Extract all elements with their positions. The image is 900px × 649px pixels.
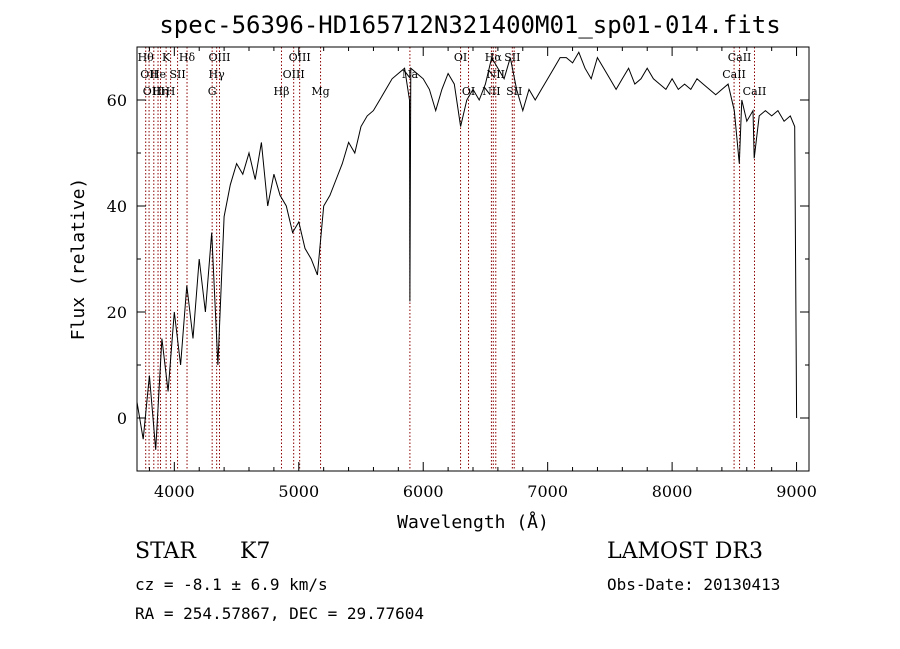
spectral-line-label: Hβ [274, 85, 290, 98]
x-tick-label: 4000 [154, 482, 195, 501]
x-tick-label: 8000 [652, 482, 693, 501]
spectral-line-label: Mg [311, 85, 329, 98]
spectral-line-label: OI [462, 85, 475, 98]
chart-title: spec-56396-HD165712N321400M01_sp01-014.f… [159, 11, 780, 39]
y-axis-label: Flux (relative) [68, 178, 89, 341]
x-tick-label: 5000 [278, 482, 319, 501]
spectral-line-label: Hγ [209, 68, 226, 81]
spectral-line-label: OII [140, 68, 158, 81]
x-tick-label: 9000 [776, 482, 817, 501]
spectral-line-label: OI [454, 51, 467, 64]
obs-date: Obs-Date: 20130413 [607, 575, 780, 594]
radec-text: RA = 254.57867, DEC = 29.77604 [135, 604, 424, 623]
spectral-line-label: Hα [485, 51, 503, 64]
spectral-line-label: G [208, 85, 217, 98]
spectral-line-label: OIII [208, 51, 230, 64]
spectral-line-label: NII [482, 85, 500, 98]
spectral-line-label: K [162, 51, 171, 64]
spectral-line-label: NII [487, 68, 505, 81]
spectral-line-label: He [150, 68, 166, 81]
survey-name: LAMOST DR3 [607, 539, 763, 564]
x-tick-label: 7000 [527, 482, 568, 501]
spectral-line-label: Na [402, 68, 419, 81]
y-tick-label: 20 [107, 303, 127, 322]
spectrum-line [136, 51, 798, 450]
spectral-line-label: OIII [289, 51, 311, 64]
y-tick-label: 60 [107, 91, 127, 110]
spectral-line-label: CaII [728, 51, 752, 64]
redshift-text: cz = -8.1 ± 6.9 km/s [135, 575, 328, 594]
spectral-line-label: OIII [283, 68, 305, 81]
spectral-line-markers [145, 47, 755, 471]
spectral-line-label: H [166, 85, 176, 98]
object-class: STAR [135, 539, 197, 564]
spectral-line-label: OIII [143, 85, 165, 98]
spectral-line-label: SII [504, 51, 520, 64]
y-tick-label: 0 [117, 409, 127, 428]
spectral-line-label: CaII [722, 68, 746, 81]
spectral-line-label: Hη [152, 85, 168, 98]
x-axis-label: Wavelength (Å) [397, 511, 549, 533]
spectral-line-label: Hθ [138, 51, 155, 64]
y-tick-label: 40 [107, 197, 127, 216]
x-tick-label: 6000 [403, 482, 444, 501]
spectral-line-label: CaII [743, 85, 767, 98]
spectral-line-label: Hδ [179, 51, 196, 64]
plot-frame [136, 46, 810, 472]
object-subclass: K7 [240, 539, 270, 564]
spectral-line-label: SII [506, 85, 522, 98]
x-axis-ticks: 4000 5000 6000 7000 8000 9000 [148, 47, 817, 501]
spectral-line-labels: Hθ OII OIII He Hη K H SII Hδ G Hγ OIII Hβ OIII OIII Mg N… [138, 51, 767, 98]
y-axis-ticks: 0 20 40 60 [107, 46, 809, 472]
spectral-line-label: SII [169, 68, 185, 81]
